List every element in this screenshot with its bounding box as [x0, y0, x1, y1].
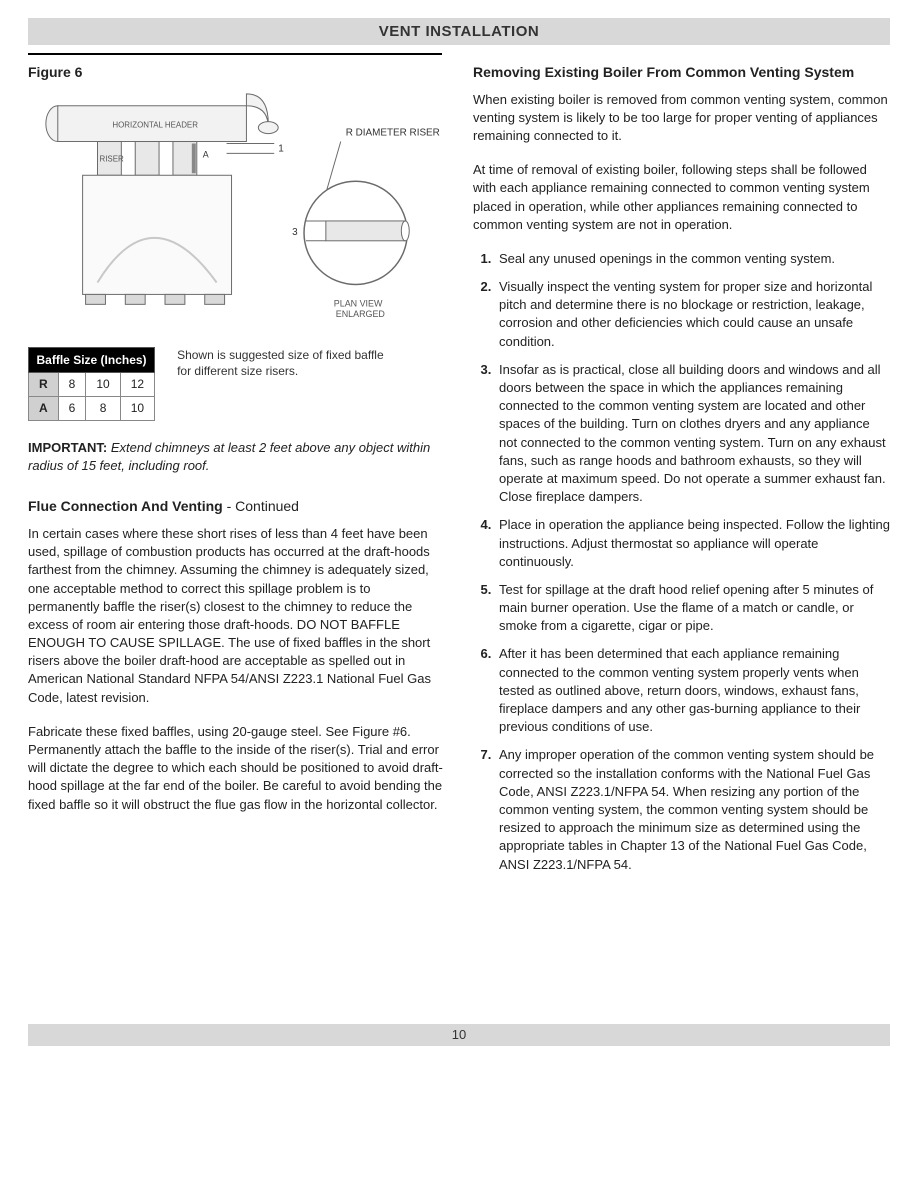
cell: 8 [86, 397, 120, 421]
list-item: Test for spillage at the draft hood reli… [495, 581, 890, 636]
important-label: IMPORTANT: [28, 440, 107, 455]
list-item: Seal any unused openings in the common v… [495, 250, 890, 268]
cell: 10 [86, 373, 120, 397]
table-row: R 8 10 12 [29, 373, 155, 397]
cell: 12 [120, 373, 154, 397]
figure-label: Figure 6 [28, 63, 445, 83]
right-intro-1: When existing boiler is removed from com… [473, 91, 890, 146]
flue-subheading: Flue Connection And Venting - Continued [28, 497, 445, 517]
list-item: Any improper operation of the common ven… [495, 746, 890, 873]
list-item: After it has been determined that each a… [495, 645, 890, 736]
dim1-text: 1 [278, 143, 284, 154]
dim3-text: 3 [292, 226, 298, 237]
baffle-table-header: Baffle Size (Inches) [29, 347, 155, 373]
right-column: Removing Existing Boiler From Common Ven… [473, 63, 890, 884]
left-para-2: Fabricate these fixed baffles, using 20-… [28, 723, 445, 814]
list-item: Place in operation the appliance being i… [495, 516, 890, 571]
right-intro-2: At time of removal of existing boiler, f… [473, 161, 890, 234]
figure-6-diagram: HORIZONTAL HEADER RISER A 1 [28, 93, 445, 333]
plan-view-text: PLAN VIEW ENLARGED [334, 298, 386, 319]
page-footer-bar: 10 [28, 1024, 890, 1046]
baffle-table-row: Baffle Size (Inches) R 8 10 12 A 6 8 10 … [28, 347, 445, 421]
row-label: A [29, 397, 59, 421]
cell: 6 [58, 397, 86, 421]
r-diameter-text: R DIAMETER RISER [346, 127, 440, 138]
horizontal-header-text: HORIZONTAL HEADER [112, 120, 198, 129]
steps-list: Seal any unused openings in the common v… [473, 250, 890, 874]
cell: 8 [58, 373, 86, 397]
two-column-layout: Figure 6 HORIZONTAL HEADER RISER A [28, 63, 890, 884]
right-heading: Removing Existing Boiler From Common Ven… [473, 63, 890, 83]
baffle-size-table: Baffle Size (Inches) R 8 10 12 A 6 8 10 [28, 347, 155, 421]
page-number: 10 [452, 1027, 466, 1042]
left-para-1: In certain cases where these short rises… [28, 525, 445, 707]
riser-text: RISER [99, 154, 124, 163]
page-header-title: VENT INSTALLATION [379, 23, 539, 40]
page-header-bar: VENT INSTALLATION [28, 18, 890, 45]
important-note: IMPORTANT: Extend chimneys at least 2 fe… [28, 439, 445, 475]
list-item: Visually inspect the venting system for … [495, 278, 890, 351]
left-column: Figure 6 HORIZONTAL HEADER RISER A [28, 63, 445, 884]
subhead-main: Flue Connection And Venting [28, 498, 223, 514]
table-row: A 6 8 10 [29, 397, 155, 421]
boiler-vent-svg: HORIZONTAL HEADER RISER A 1 [28, 93, 445, 333]
a-dim-text: A [203, 149, 209, 159]
subhead-continued: - Continued [223, 498, 299, 514]
baffle-caption: Shown is suggested size of fixed baffle … [177, 347, 387, 381]
cell: 10 [120, 397, 154, 421]
left-col-rule [28, 53, 442, 55]
list-item: Insofar as is practical, close all build… [495, 361, 890, 507]
row-label: R [29, 373, 59, 397]
